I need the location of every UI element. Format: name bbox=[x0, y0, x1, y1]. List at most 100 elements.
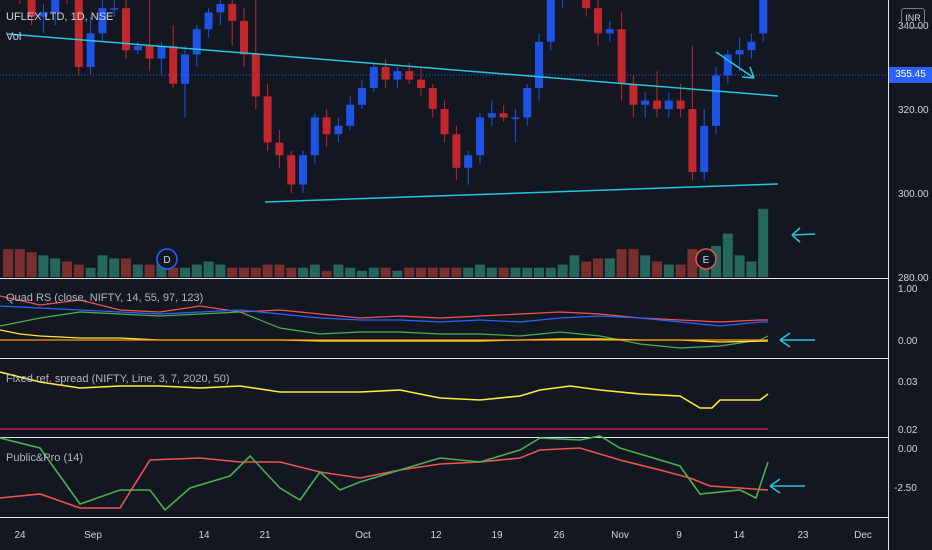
candle[interactable] bbox=[98, 0, 107, 42]
candle[interactable] bbox=[759, 0, 768, 42]
candle[interactable] bbox=[523, 83, 532, 126]
candle[interactable] bbox=[86, 16, 95, 76]
candle[interactable] bbox=[74, 0, 83, 76]
volume-bar[interactable] bbox=[274, 264, 285, 277]
candle[interactable] bbox=[346, 96, 355, 130]
volume-bar[interactable] bbox=[227, 267, 238, 277]
arrow-quad-rs[interactable] bbox=[779, 332, 815, 348]
candle[interactable] bbox=[381, 58, 390, 88]
candle[interactable] bbox=[487, 100, 496, 126]
volume-bar[interactable] bbox=[380, 267, 391, 277]
candle[interactable] bbox=[559, 0, 567, 9]
volume-bar[interactable] bbox=[97, 255, 108, 277]
volume-bar[interactable] bbox=[427, 267, 438, 277]
volume-bar[interactable] bbox=[522, 267, 533, 277]
volume-bar[interactable] bbox=[203, 261, 214, 278]
volume-bar[interactable] bbox=[73, 264, 84, 277]
candle[interactable] bbox=[499, 104, 508, 122]
volume-bar[interactable] bbox=[439, 267, 450, 277]
candle[interactable] bbox=[582, 0, 591, 17]
volume-bar[interactable] bbox=[463, 267, 474, 277]
candle[interactable] bbox=[594, 0, 602, 46]
volume-bar[interactable] bbox=[404, 267, 415, 277]
candle[interactable] bbox=[275, 130, 284, 168]
volume-bar[interactable] bbox=[357, 270, 367, 277]
volume-bar[interactable] bbox=[604, 258, 615, 277]
candle[interactable] bbox=[476, 113, 484, 164]
candle[interactable] bbox=[169, 25, 178, 88]
volume-bar[interactable] bbox=[416, 267, 426, 277]
candle[interactable] bbox=[122, 0, 130, 59]
volume-bar[interactable] bbox=[486, 267, 497, 277]
upper-trendline[interactable] bbox=[7, 33, 779, 97]
candle[interactable] bbox=[240, 8, 248, 67]
volume-bar[interactable] bbox=[663, 264, 674, 277]
volume-bar[interactable] bbox=[734, 255, 745, 277]
candle[interactable] bbox=[63, 0, 71, 4]
volume-bar[interactable] bbox=[85, 267, 96, 277]
volume-bar[interactable] bbox=[333, 264, 344, 277]
volume-bar[interactable] bbox=[3, 249, 13, 277]
candle[interactable] bbox=[204, 8, 213, 38]
candle[interactable] bbox=[157, 41, 166, 76]
candle[interactable] bbox=[747, 33, 756, 59]
volume-bar[interactable] bbox=[699, 264, 710, 277]
candle[interactable] bbox=[641, 92, 650, 118]
volume-bar[interactable] bbox=[368, 267, 379, 277]
volume-bar[interactable] bbox=[345, 267, 356, 277]
volume-bar[interactable] bbox=[215, 264, 226, 277]
candle[interactable] bbox=[535, 33, 543, 101]
volume-bar[interactable] bbox=[545, 267, 556, 277]
volume-bar[interactable] bbox=[26, 252, 37, 277]
arrow-breakout[interactable] bbox=[715, 51, 755, 79]
volume-bar[interactable] bbox=[569, 255, 580, 277]
volume-bar[interactable] bbox=[593, 258, 603, 277]
volume-bar[interactable] bbox=[191, 264, 202, 277]
candle[interactable] bbox=[653, 71, 661, 118]
candle[interactable] bbox=[617, 12, 626, 101]
candle[interactable] bbox=[712, 67, 720, 135]
volume-bar[interactable] bbox=[321, 270, 332, 277]
candle[interactable] bbox=[310, 113, 319, 164]
candle[interactable] bbox=[322, 109, 331, 147]
candle[interactable] bbox=[369, 62, 378, 93]
arrow-public-pro[interactable] bbox=[769, 478, 805, 494]
lower-trendline[interactable] bbox=[264, 183, 779, 203]
candle[interactable] bbox=[440, 100, 449, 143]
volume-bar[interactable] bbox=[581, 261, 592, 278]
candle[interactable] bbox=[464, 151, 473, 185]
candle[interactable] bbox=[181, 46, 189, 118]
volume-bar[interactable] bbox=[121, 258, 131, 277]
volume-bar[interactable] bbox=[557, 264, 568, 277]
quad-rs-label[interactable]: Quad RS (close, NIFTY, 14, 55, 97, 123) bbox=[6, 292, 204, 304]
candle[interactable] bbox=[51, 0, 60, 25]
volume-bar[interactable] bbox=[746, 261, 757, 278]
volume-bar[interactable] bbox=[14, 249, 25, 277]
candle[interactable] bbox=[334, 117, 343, 143]
volume-bar[interactable] bbox=[144, 264, 155, 277]
volume-bar[interactable] bbox=[475, 264, 485, 277]
arrow-volume[interactable] bbox=[791, 227, 816, 243]
candle[interactable] bbox=[546, 0, 555, 51]
candle[interactable] bbox=[39, 4, 48, 34]
volume-bar[interactable] bbox=[687, 249, 698, 277]
volume-bar[interactable] bbox=[498, 267, 509, 277]
candle[interactable] bbox=[287, 151, 296, 193]
candle[interactable] bbox=[688, 46, 697, 181]
volume-bar[interactable] bbox=[534, 267, 544, 277]
candle[interactable] bbox=[723, 50, 732, 84]
candle[interactable] bbox=[110, 0, 119, 17]
candle[interactable] bbox=[393, 67, 402, 88]
volume-bar[interactable] bbox=[239, 267, 249, 277]
volume-bar[interactable] bbox=[262, 264, 273, 277]
volume-bar[interactable] bbox=[510, 267, 521, 277]
candle[interactable] bbox=[700, 109, 709, 181]
volume-bar[interactable] bbox=[132, 264, 143, 277]
volume-bar[interactable] bbox=[298, 267, 308, 277]
candle[interactable] bbox=[358, 79, 366, 109]
candle[interactable] bbox=[428, 83, 437, 118]
candle[interactable] bbox=[228, 0, 237, 46]
volume-bar[interactable] bbox=[180, 267, 190, 277]
public-pro-label[interactable]: Public&Pro (14) bbox=[6, 452, 84, 464]
volume-bar[interactable] bbox=[758, 208, 769, 277]
